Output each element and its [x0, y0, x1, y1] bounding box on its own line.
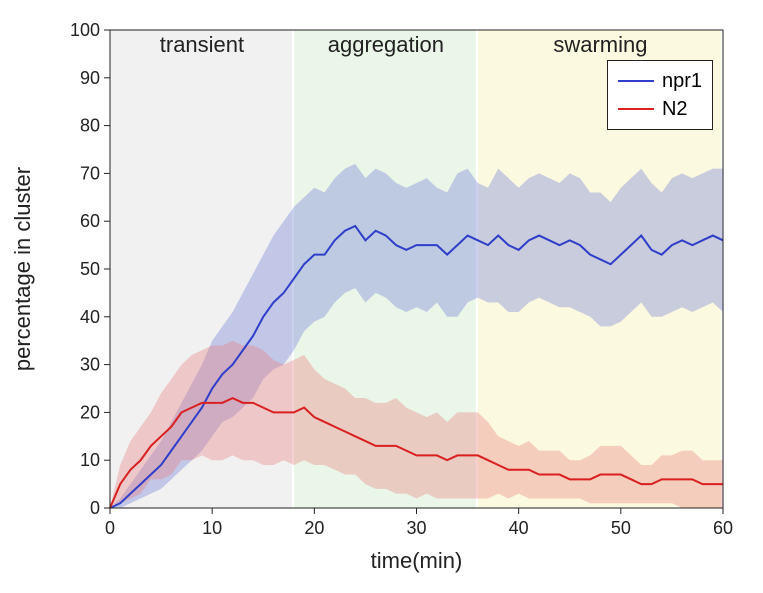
x-tick-label: 20 — [304, 518, 324, 538]
x-axis-label: time(min) — [371, 548, 463, 573]
x-tick-label: 30 — [406, 518, 426, 538]
legend-item: N2 — [618, 95, 702, 123]
x-tick-label: 10 — [202, 518, 222, 538]
legend-swatch — [618, 80, 654, 82]
y-tick-label: 80 — [80, 116, 100, 136]
phase-label: swarming — [553, 32, 647, 57]
y-tick-label: 10 — [80, 450, 100, 470]
legend-label: npr1 — [662, 67, 702, 95]
legend: npr1N2 — [607, 60, 713, 130]
legend-label: N2 — [662, 95, 688, 123]
legend-swatch — [618, 108, 654, 110]
y-tick-label: 60 — [80, 211, 100, 231]
x-tick-label: 50 — [611, 518, 631, 538]
y-tick-label: 50 — [80, 259, 100, 279]
phase-label: transient — [160, 32, 244, 57]
y-tick-label: 90 — [80, 68, 100, 88]
x-tick-label: 40 — [509, 518, 529, 538]
y-tick-label: 20 — [80, 402, 100, 422]
y-tick-label: 40 — [80, 307, 100, 327]
legend-item: npr1 — [618, 67, 702, 95]
y-tick-label: 100 — [70, 20, 100, 40]
y-tick-label: 0 — [90, 498, 100, 518]
x-tick-label: 0 — [105, 518, 115, 538]
y-tick-label: 30 — [80, 355, 100, 375]
phase-label: aggregation — [328, 32, 444, 57]
y-tick-label: 70 — [80, 163, 100, 183]
x-tick-label: 60 — [713, 518, 733, 538]
y-axis-label: percentage in cluster — [10, 167, 35, 371]
